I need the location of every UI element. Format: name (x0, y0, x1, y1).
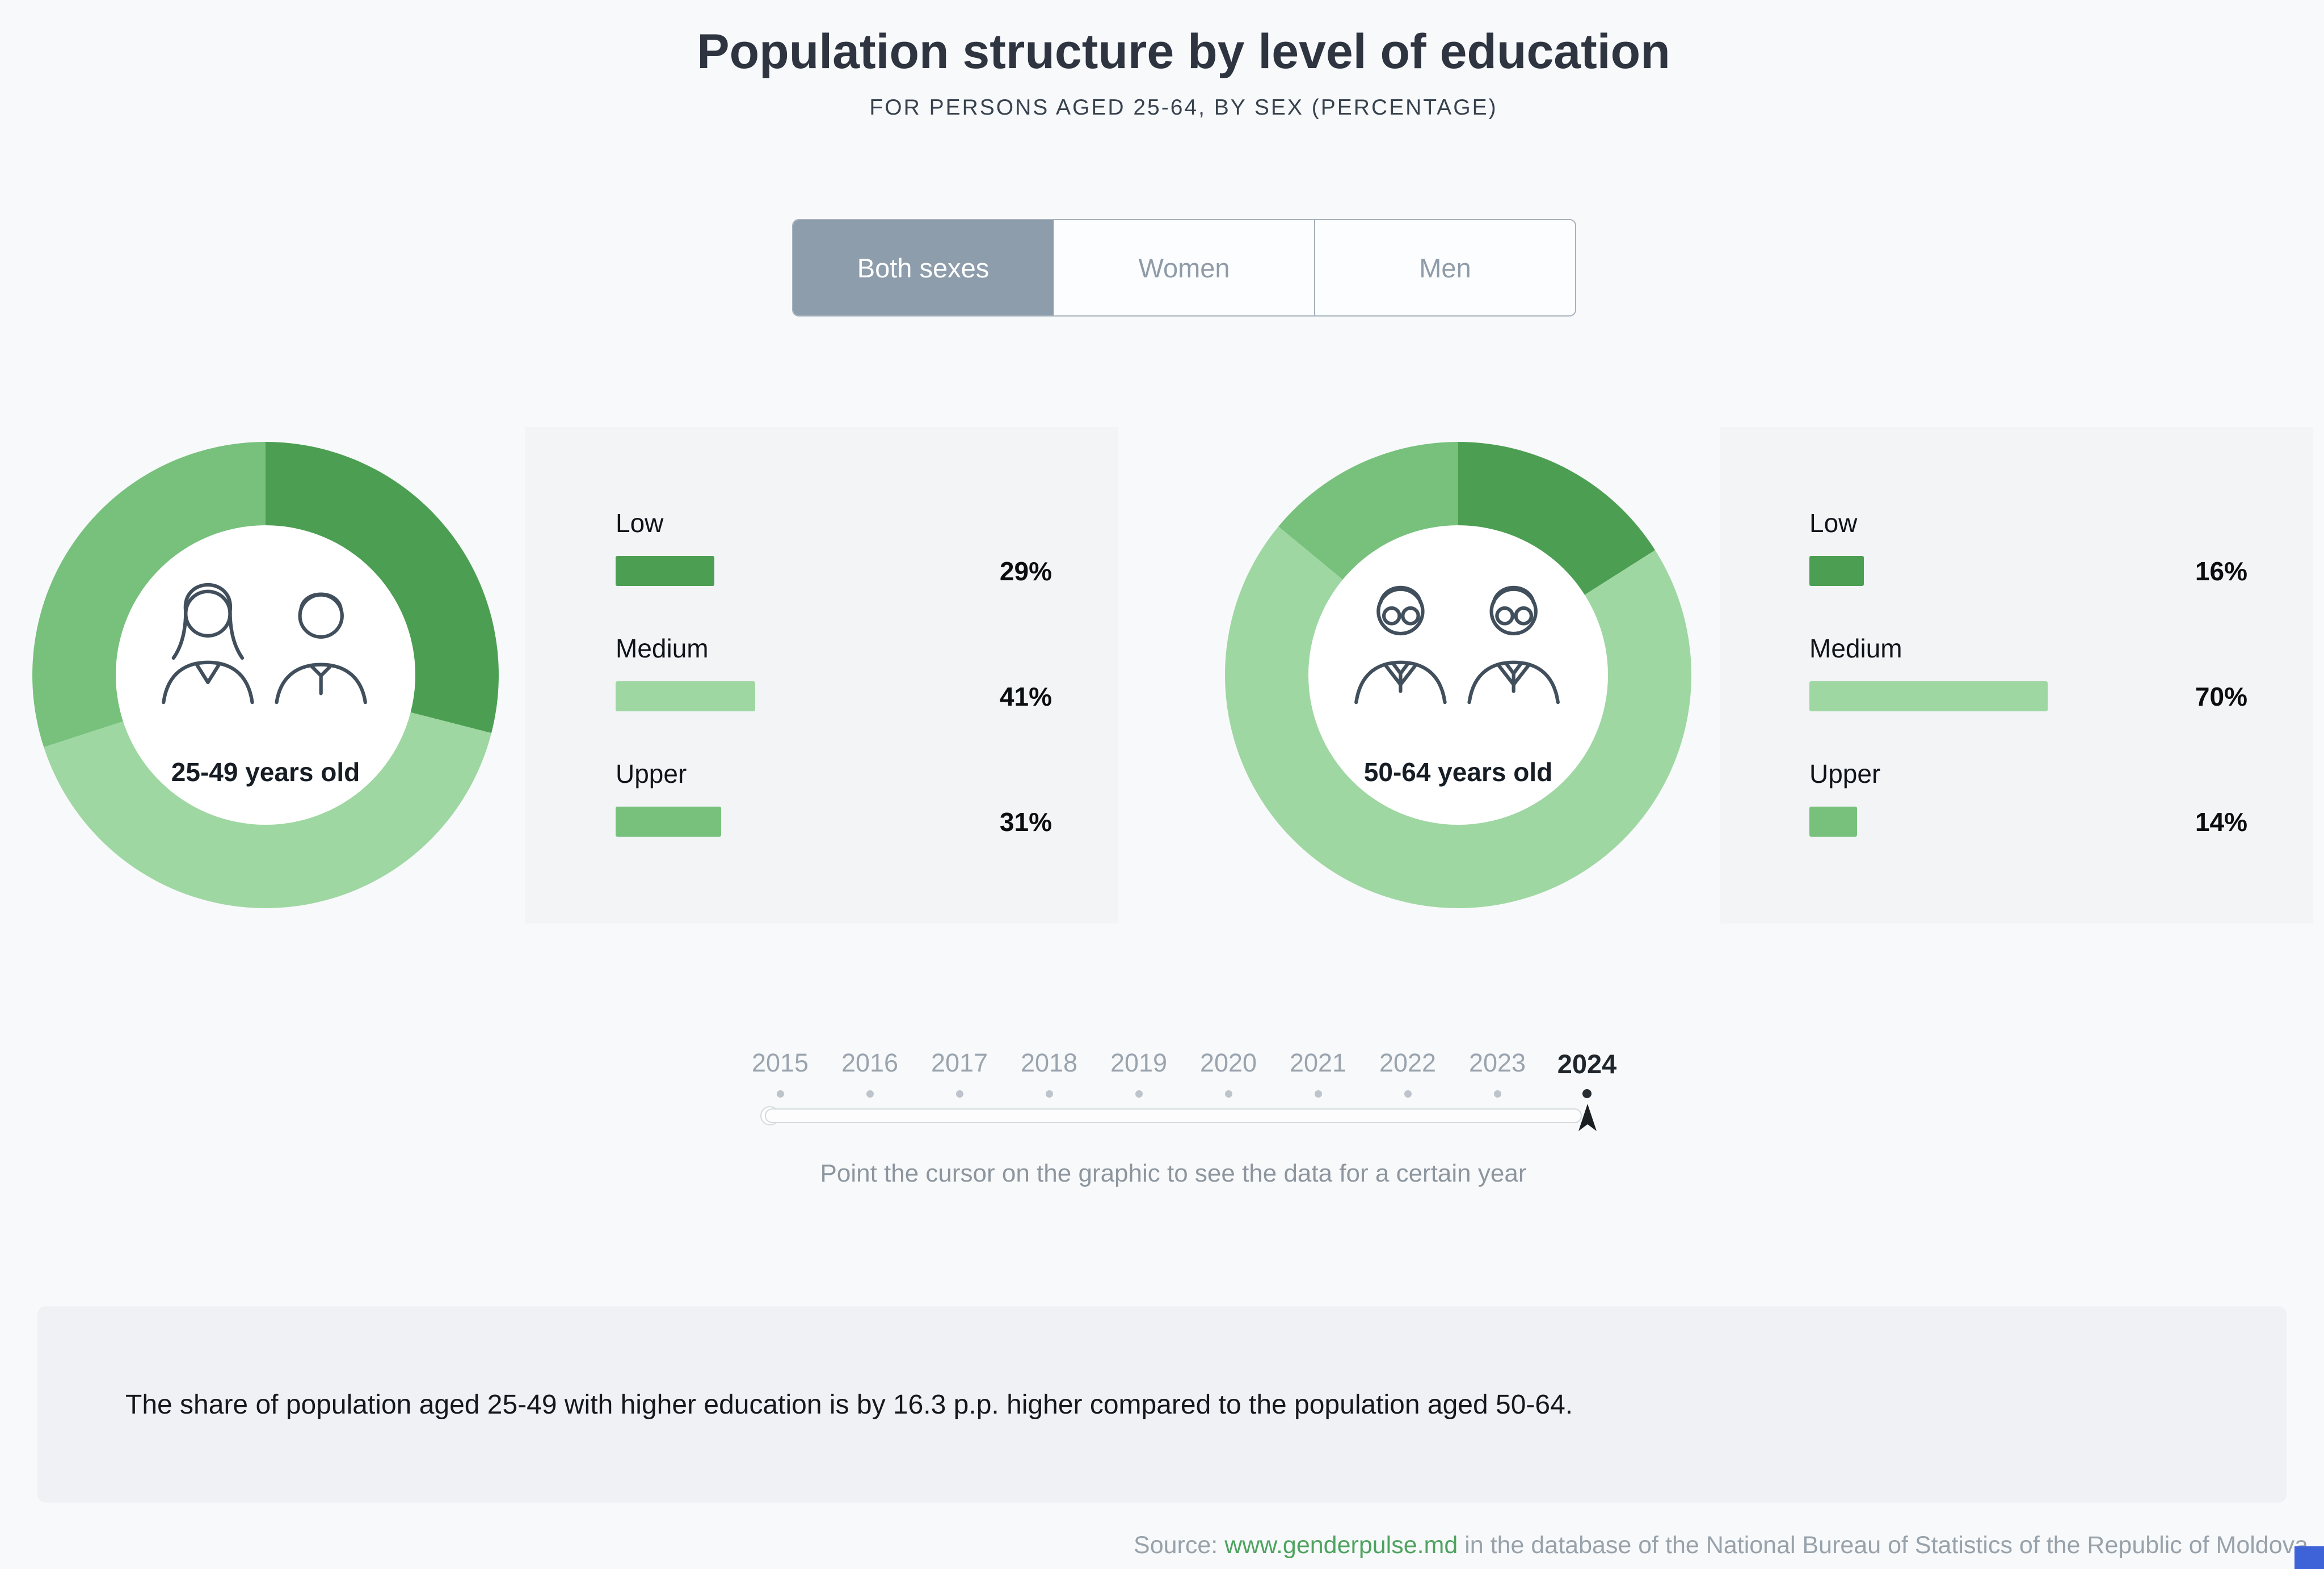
legend-25-49: Low 29% Medium 41% Upper 31% (616, 508, 1052, 884)
year-dot-cell (1004, 1090, 1094, 1098)
tab-both-sexes[interactable]: Both sexes (793, 220, 1054, 315)
year-dot-2022[interactable] (1404, 1090, 1412, 1098)
legend-value: 70% (2195, 681, 2247, 711)
legend-bar-row: 70% (1809, 681, 2247, 711)
timeline-slider-track[interactable] (765, 1108, 1582, 1123)
source-suffix: in the database of the National Bureau o… (1458, 1532, 2315, 1559)
insight-box: The share of population aged 25-49 with … (37, 1306, 2287, 1503)
adults-couple-icon (162, 583, 367, 705)
year-dot-cell (915, 1090, 1004, 1098)
donut-chart-25-49[interactable]: 25-49 years old (32, 442, 499, 908)
legend-label: Upper (1809, 759, 1881, 788)
year-2018[interactable]: 2018 (1020, 1048, 1078, 1077)
legend-value: 14% (2195, 807, 2247, 837)
timeline-years: 2015 2016 2017 2018 2019 2020 2021 2022 2023 2024 (735, 1048, 1632, 1079)
seniors-couple-icon (1354, 585, 1560, 705)
year-2020[interactable]: 2020 (1199, 1048, 1257, 1077)
legend-item-medium: Medium 41% (616, 634, 1052, 711)
legend-item-upper: Upper 31% (616, 759, 1052, 837)
year-dot-2015[interactable] (776, 1090, 784, 1098)
legend-bar (1809, 556, 1864, 586)
year-2019[interactable]: 2019 (1110, 1048, 1168, 1077)
legend-bar (616, 807, 721, 837)
year-dot-2019[interactable] (1135, 1090, 1143, 1098)
year-2023[interactable]: 2023 (1468, 1048, 1526, 1077)
legend-value: 29% (999, 556, 1052, 586)
legend-label: Medium (616, 634, 709, 663)
legend-item-upper: Upper 14% (1809, 759, 2247, 837)
legend-item-medium: Medium 70% (1809, 634, 2247, 711)
year-dot-2020[interactable] (1224, 1090, 1232, 1098)
year-dot-2024[interactable] (1582, 1089, 1592, 1098)
legend-bar-row: 41% (616, 681, 1052, 711)
year-dot-2018[interactable] (1045, 1090, 1053, 1098)
year-2015[interactable]: 2015 (751, 1048, 809, 1077)
insight-text: The share of population aged 25-49 with … (125, 1389, 1573, 1420)
legend-label: Low (1809, 508, 1858, 538)
legend-bar-row: 29% (616, 556, 1052, 586)
year-dot-2016[interactable] (866, 1090, 874, 1098)
legend-50-64: Low 16% Medium 70% Upper 14% (1809, 508, 2247, 884)
legend-label: Upper (616, 759, 687, 788)
year-2017[interactable]: 2017 (931, 1048, 988, 1077)
source-line: Source: www.genderpulse.md in the databa… (1134, 1532, 2315, 1559)
year-dot-cell (735, 1090, 825, 1098)
slider-cursor-icon[interactable] (1575, 1103, 1600, 1136)
tab-women[interactable]: Women (1054, 220, 1315, 315)
donut-hole: 25-49 years old (116, 525, 415, 825)
legend-bar-row: 14% (1809, 807, 2247, 837)
corner-badge[interactable] (2294, 1546, 2324, 1569)
page-title: Population structure by level of educati… (697, 24, 1670, 79)
sex-filter-tabs: Both sexes Women Men (792, 219, 1576, 317)
year-dot-2023[interactable] (1493, 1090, 1501, 1098)
year-2016[interactable]: 2016 (841, 1048, 899, 1077)
legend-bar (1809, 681, 2048, 711)
year-dot-cell (825, 1090, 915, 1098)
year-dot-cell (1273, 1090, 1363, 1098)
year-dot-cell (1363, 1090, 1452, 1098)
year-dot-2017[interactable] (955, 1090, 963, 1098)
timeline-dots (735, 1089, 1632, 1098)
legend-item-low: Low 16% (1809, 508, 2247, 586)
year-dot-2021[interactable] (1314, 1090, 1322, 1098)
legend-value: 16% (2195, 556, 2247, 586)
legend-label: Medium (1809, 634, 1902, 663)
legend-panel-25-49 (525, 427, 1118, 923)
year-2024[interactable]: 2024 (1557, 1049, 1617, 1079)
legend-bar (616, 681, 755, 711)
age-group-label: 25-49 years old (171, 757, 360, 787)
legend-bar (616, 556, 714, 586)
year-dot-cell (1184, 1090, 1273, 1098)
donut-hole: 50-64 years old (1308, 525, 1608, 825)
year-2021[interactable]: 2021 (1289, 1048, 1347, 1077)
year-dot-cell (1452, 1090, 1542, 1098)
legend-bar-row: 31% (616, 807, 1052, 837)
legend-panel-50-64 (1720, 427, 2313, 923)
source-link[interactable]: www.genderpulse.md (1224, 1532, 1458, 1559)
legend-bar-row: 16% (1809, 556, 2247, 586)
legend-value: 41% (999, 681, 1052, 711)
age-group-label: 50-64 years old (1363, 757, 1553, 787)
page-subtitle: FOR PERSONS AGED 25-64, BY SEX (PERCENTA… (869, 95, 1498, 120)
legend-value: 31% (999, 807, 1052, 837)
year-dot-cell (1094, 1090, 1184, 1098)
source-prefix: Source: (1134, 1532, 1225, 1559)
year-2022[interactable]: 2022 (1379, 1048, 1437, 1077)
legend-item-low: Low 29% (616, 508, 1052, 586)
legend-label: Low (616, 508, 664, 538)
legend-bar (1809, 807, 1857, 837)
tab-men[interactable]: Men (1315, 220, 1575, 315)
donut-chart-50-64[interactable]: 50-64 years old (1225, 442, 1691, 908)
year-dot-cell (1542, 1089, 1632, 1098)
timeline-hint: Point the cursor on the graphic to see t… (820, 1159, 1527, 1187)
